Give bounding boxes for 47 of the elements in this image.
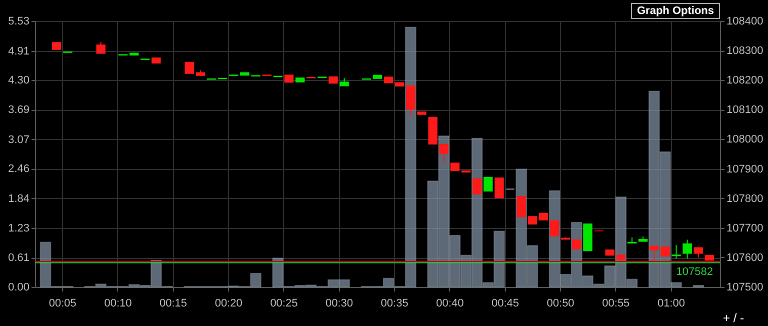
x-tick-label: 00:05 xyxy=(48,298,76,310)
y-tick-label: 2.46 xyxy=(8,163,30,176)
y2-tick-label: 108200 xyxy=(726,74,764,87)
candlestick xyxy=(616,254,626,266)
candlestick xyxy=(96,41,106,54)
y-tick-label: 1.23 xyxy=(8,222,30,234)
x-tick-label: 00:35 xyxy=(380,298,408,310)
y2-tick-label: 108400 xyxy=(726,16,764,28)
y2-tick-label: 108100 xyxy=(726,104,764,116)
candlestick xyxy=(672,244,681,260)
x-tick-label: 01:00 xyxy=(657,298,685,310)
candlestick xyxy=(694,247,704,258)
y2-tick-label: 107900 xyxy=(726,163,764,176)
y-tick-label: 4.30 xyxy=(8,74,30,87)
x-tick-label: 00:10 xyxy=(104,298,132,310)
y2-tick-label: 107700 xyxy=(726,222,764,234)
y2-tick-label: 107500 xyxy=(726,282,764,294)
x-tick-label: 00:20 xyxy=(214,298,242,310)
candlestick xyxy=(472,178,482,194)
candlestick xyxy=(550,220,560,236)
candlestick xyxy=(516,196,526,218)
candlestick xyxy=(650,246,659,262)
y2-tick-label: 108000 xyxy=(726,134,764,146)
text: Graph Options xyxy=(631,3,720,19)
y-tick-label: 0.61 xyxy=(8,252,30,264)
y-tick-label: 5.53 xyxy=(8,16,30,28)
y-tick-label: 4.91 xyxy=(8,45,30,58)
y-tick-label: 3.69 xyxy=(8,104,30,116)
y-tick-label: 3.07 xyxy=(8,134,30,146)
x-tick-label: 00:15 xyxy=(160,298,188,310)
text: + / - xyxy=(722,311,744,325)
x-tick-label: 00:30 xyxy=(325,298,354,310)
x-tick-label: 00:55 xyxy=(602,298,630,310)
candlestick xyxy=(484,176,493,192)
candlestick xyxy=(682,239,692,260)
y2-tick-label: 107800 xyxy=(726,192,764,205)
y2-tick-label: 107600 xyxy=(726,252,764,264)
ref-line-label: 107582 xyxy=(676,266,713,278)
y2-tick-label: 108300 xyxy=(726,45,764,58)
candlestick xyxy=(660,246,670,256)
y-tick-label: 1.84 xyxy=(8,192,30,205)
x-tick-label: 00:45 xyxy=(491,298,520,310)
candlestick xyxy=(494,177,504,198)
x-tick-label: 00:25 xyxy=(270,298,298,310)
x-tick-label: 00:50 xyxy=(546,298,574,310)
y-tick-label: 0.00 xyxy=(8,282,30,294)
x-tick-label: 00:40 xyxy=(436,298,464,310)
